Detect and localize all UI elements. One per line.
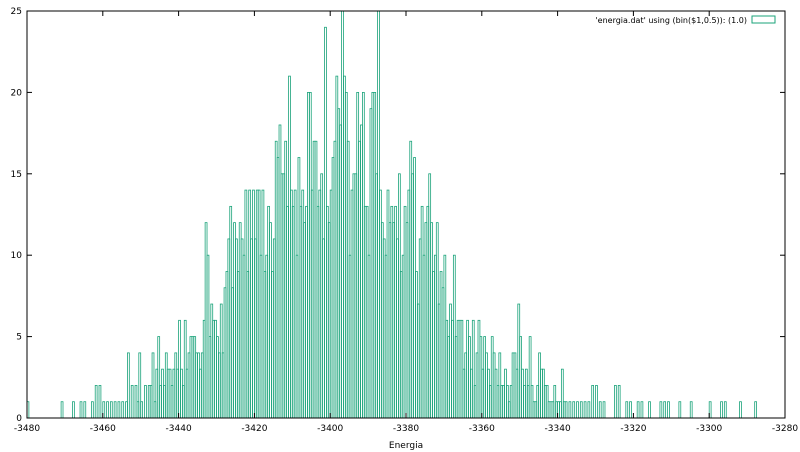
x-axis-ticks: -3480 -3460 -3440 -3420 -3400 -3380 -3360 -3340… <box>14 11 798 434</box>
histogram-bar <box>117 401 121 419</box>
histogram-bar <box>663 401 667 419</box>
histogram-bar <box>689 401 693 419</box>
histogram-bar <box>60 401 64 419</box>
histogram-bar <box>629 401 632 419</box>
histogram-bar <box>625 401 629 419</box>
histogram-bar <box>678 401 682 419</box>
histogram-bar <box>720 401 723 419</box>
x-tick-label: -3400 <box>317 424 343 434</box>
histogram-bar <box>98 385 102 419</box>
histogram-bar <box>583 401 587 419</box>
x-tick-label: -3380 <box>393 424 419 434</box>
histogram-bar <box>595 385 598 419</box>
histogram-bar <box>640 401 644 419</box>
x-tick-label: -3420 <box>241 424 267 434</box>
histogram-bar <box>568 401 572 419</box>
x-tick-label: -3320 <box>620 424 646 434</box>
x-axis-label: Energia <box>389 441 423 451</box>
x-tick-label: -3460 <box>90 424 116 434</box>
histogram-bar <box>140 401 143 419</box>
histogram-bar <box>598 401 602 419</box>
y-axis-ticks: 0 5 10 15 20 25 <box>11 7 785 424</box>
histogram-bar <box>636 401 640 419</box>
histogram-bar <box>739 401 742 419</box>
y-tick-label: 15 <box>11 170 22 180</box>
histogram-bars <box>26 10 757 419</box>
histogram-bar <box>754 401 757 419</box>
legend: 'energia.dat' using (bin($1,0.5)): (1.0) <box>595 15 776 25</box>
histogram-bar <box>602 401 606 419</box>
x-tick-label: -3340 <box>545 424 571 434</box>
y-tick-label: 25 <box>11 7 22 17</box>
histogram-bar <box>144 385 147 419</box>
histogram-bar <box>79 401 83 419</box>
histogram-bar <box>94 385 98 419</box>
y-tick-label: 10 <box>11 251 23 261</box>
legend-label: 'energia.dat' using (bin($1,0.5)): (1.0) <box>595 16 747 25</box>
histogram-bar <box>91 401 94 419</box>
histogram-bar <box>591 385 595 419</box>
y-tick-label: 0 <box>16 414 22 424</box>
histogram-bar <box>106 401 109 419</box>
histogram-bar <box>614 385 617 419</box>
histogram-bar <box>667 401 670 419</box>
histogram-bar <box>130 385 134 419</box>
histogram-bar <box>723 401 727 419</box>
x-tick-label: -3280 <box>772 424 798 434</box>
histogram-bar <box>113 401 117 419</box>
histogram-bar <box>121 401 125 419</box>
x-tick-label: -3480 <box>14 424 40 434</box>
histogram-bar <box>648 401 651 419</box>
histogram-bar <box>576 401 579 419</box>
histogram-bar <box>127 352 130 419</box>
legend-swatch <box>751 15 776 24</box>
histogram-bar <box>587 401 591 419</box>
x-tick-label: -3440 <box>166 424 192 434</box>
histogram-bar <box>109 401 113 419</box>
x-tick-label: -3300 <box>696 424 722 434</box>
y-tick-label: 5 <box>16 333 22 343</box>
histogram-bar <box>72 401 75 419</box>
x-tick-label: -3360 <box>469 424 495 434</box>
histogram-bar <box>83 401 87 419</box>
histogram-bar <box>572 401 576 419</box>
histogram-bar <box>659 401 663 419</box>
y-tick-label: 20 <box>11 88 23 98</box>
histogram-bar <box>564 401 568 419</box>
histogram-bar <box>617 385 621 419</box>
histogram-bar <box>579 401 583 419</box>
